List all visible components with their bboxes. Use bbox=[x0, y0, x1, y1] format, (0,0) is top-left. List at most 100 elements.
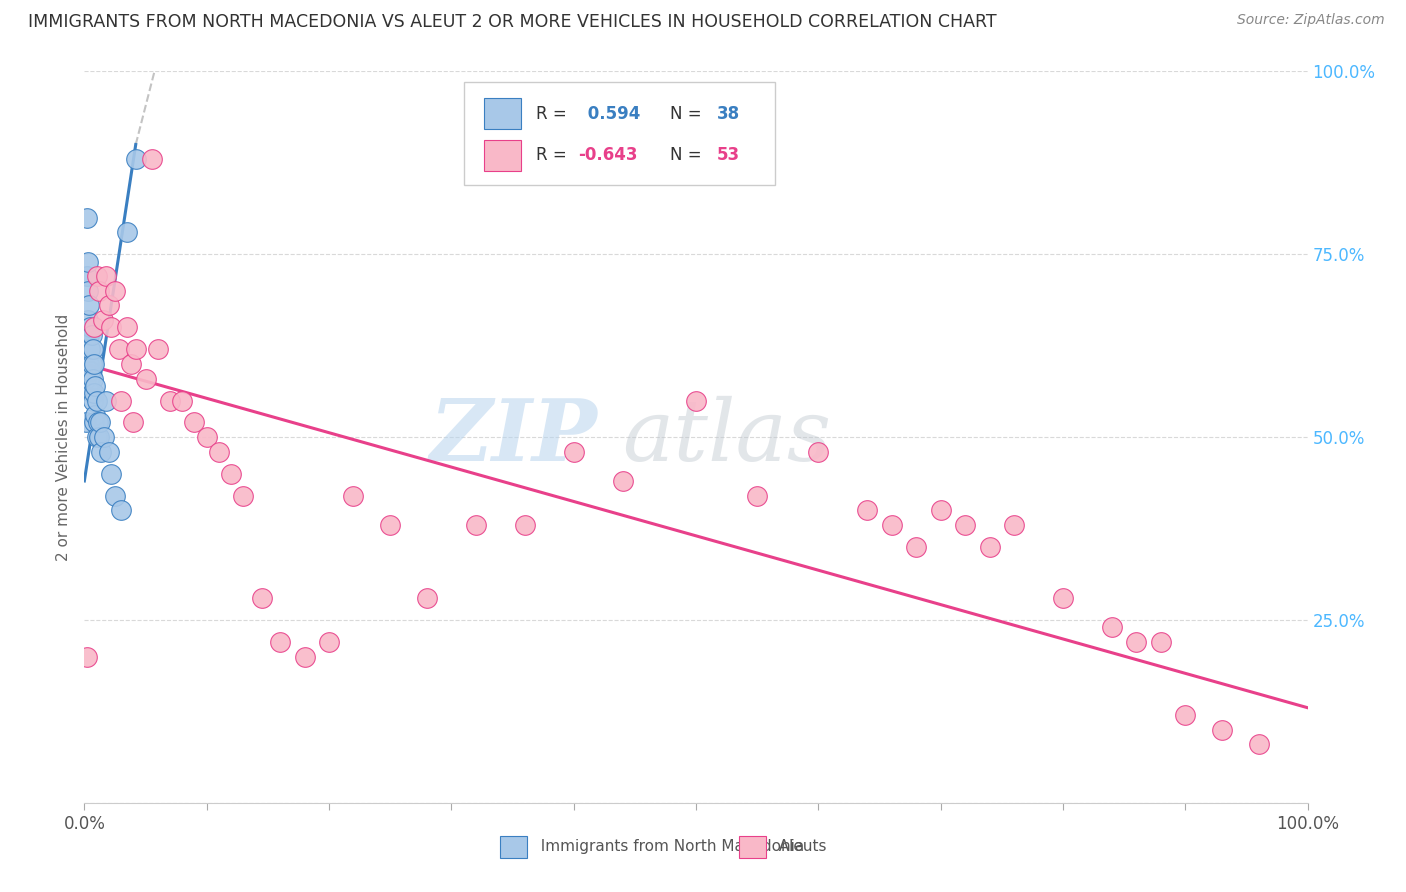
Point bbox=[76, 211, 98, 225]
Point bbox=[513, 517, 536, 532]
Point bbox=[1101, 620, 1123, 634]
FancyBboxPatch shape bbox=[484, 140, 522, 171]
Point bbox=[1125, 635, 1147, 649]
Point bbox=[122, 416, 145, 430]
Point bbox=[84, 408, 107, 422]
Point bbox=[146, 343, 169, 357]
Point bbox=[1247, 737, 1270, 751]
Point bbox=[115, 225, 138, 239]
Point bbox=[110, 503, 132, 517]
Point bbox=[83, 416, 105, 430]
Point bbox=[93, 430, 115, 444]
Point bbox=[97, 444, 120, 458]
Point bbox=[612, 474, 634, 488]
Text: N =: N = bbox=[671, 104, 707, 123]
Point bbox=[183, 416, 205, 430]
Point bbox=[87, 416, 110, 430]
Point bbox=[87, 284, 110, 298]
Point bbox=[115, 320, 138, 334]
Point bbox=[76, 269, 98, 284]
Point bbox=[100, 320, 122, 334]
Point bbox=[141, 152, 163, 166]
Point bbox=[1002, 517, 1025, 532]
Text: Aleuts: Aleuts bbox=[769, 839, 827, 855]
Point bbox=[77, 357, 100, 371]
Point bbox=[79, 320, 101, 334]
Point bbox=[100, 467, 122, 481]
FancyBboxPatch shape bbox=[464, 82, 776, 185]
Point bbox=[75, 371, 97, 385]
Point bbox=[685, 393, 707, 408]
Point bbox=[97, 298, 120, 312]
Point bbox=[86, 269, 108, 284]
Point bbox=[83, 386, 105, 401]
Point bbox=[380, 517, 402, 532]
Point bbox=[77, 327, 100, 342]
Text: N =: N = bbox=[671, 146, 707, 164]
Point bbox=[82, 343, 104, 357]
Point bbox=[107, 343, 129, 357]
Point bbox=[125, 152, 148, 166]
Point bbox=[87, 430, 110, 444]
Point bbox=[90, 444, 112, 458]
Point bbox=[83, 357, 105, 371]
Text: R =: R = bbox=[536, 104, 572, 123]
Point bbox=[86, 393, 108, 408]
Text: atlas: atlas bbox=[623, 396, 832, 478]
Point bbox=[104, 489, 127, 503]
Point bbox=[856, 503, 879, 517]
Text: 38: 38 bbox=[717, 104, 740, 123]
Point bbox=[84, 379, 107, 393]
Point bbox=[979, 540, 1001, 554]
Point bbox=[1150, 635, 1173, 649]
Point bbox=[159, 393, 181, 408]
Text: 53: 53 bbox=[717, 146, 740, 164]
Text: Immigrants from North Macedonia: Immigrants from North Macedonia bbox=[531, 839, 804, 855]
Point bbox=[96, 393, 118, 408]
Text: 0.594: 0.594 bbox=[582, 104, 641, 123]
Point bbox=[77, 284, 100, 298]
Point bbox=[416, 591, 439, 605]
Y-axis label: 2 or more Vehicles in Household: 2 or more Vehicles in Household bbox=[56, 313, 72, 561]
Point bbox=[83, 320, 105, 334]
Point bbox=[104, 284, 127, 298]
Point bbox=[96, 269, 118, 284]
Point bbox=[195, 430, 218, 444]
Point bbox=[86, 430, 108, 444]
Point bbox=[77, 313, 100, 327]
Text: Source: ZipAtlas.com: Source: ZipAtlas.com bbox=[1237, 13, 1385, 28]
Point bbox=[905, 540, 928, 554]
Text: IMMIGRANTS FROM NORTH MACEDONIA VS ALEUT 2 OR MORE VEHICLES IN HOUSEHOLD CORRELA: IMMIGRANTS FROM NORTH MACEDONIA VS ALEUT… bbox=[28, 13, 997, 31]
Text: R =: R = bbox=[536, 146, 572, 164]
Point bbox=[1211, 723, 1233, 737]
Point bbox=[120, 357, 142, 371]
Point bbox=[807, 444, 830, 458]
Point bbox=[208, 444, 231, 458]
Point bbox=[1174, 708, 1197, 723]
Point bbox=[80, 386, 103, 401]
Point bbox=[929, 503, 952, 517]
Point bbox=[135, 371, 157, 385]
Point bbox=[953, 517, 976, 532]
FancyBboxPatch shape bbox=[738, 836, 766, 858]
Point bbox=[79, 343, 101, 357]
Point bbox=[91, 313, 114, 327]
Point bbox=[80, 357, 103, 371]
Point bbox=[464, 517, 486, 532]
Point bbox=[318, 635, 340, 649]
Text: ZIP: ZIP bbox=[430, 395, 598, 479]
Point bbox=[77, 298, 100, 312]
Point bbox=[77, 254, 100, 268]
Point bbox=[269, 635, 291, 649]
Point bbox=[294, 649, 316, 664]
Point bbox=[82, 393, 104, 408]
Point bbox=[747, 489, 769, 503]
Point bbox=[232, 489, 254, 503]
Point bbox=[89, 416, 111, 430]
Point bbox=[250, 591, 273, 605]
Point bbox=[1052, 591, 1074, 605]
Point bbox=[342, 489, 364, 503]
Point bbox=[110, 393, 132, 408]
Point bbox=[82, 371, 104, 385]
Point bbox=[172, 393, 194, 408]
